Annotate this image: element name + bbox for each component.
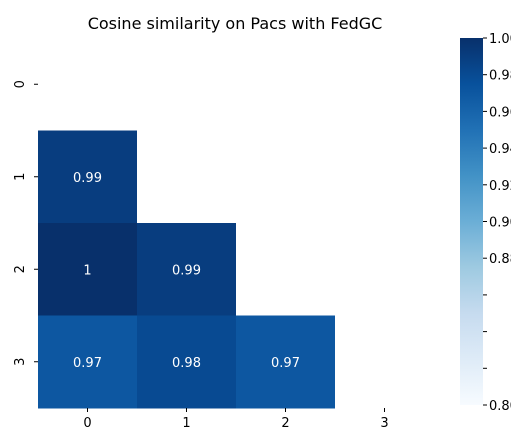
chart-title: Cosine similarity on Pacs with FedGC	[88, 14, 383, 33]
cell-value-label: 0.99	[73, 171, 102, 186]
colorbar-tick-label: 0.92	[489, 179, 511, 194]
cell-value-label: 0.99	[172, 263, 201, 278]
heatmap-cell-1-0	[38, 130, 137, 224]
colorbar-tick-label: 1.00	[489, 32, 511, 47]
heatmap-cell-3-1	[137, 315, 236, 409]
cell-value-label: 0.97	[271, 356, 300, 371]
colorbar-tick-label: 0.98	[489, 69, 511, 84]
colorbar-tick-label: 0.88	[489, 252, 511, 267]
heatmap-cell-2-0	[38, 223, 137, 316]
colorbar-tick-label: 0.96	[489, 105, 511, 120]
colorbar-tick-label: 0.80	[489, 399, 511, 414]
x-tick-label: 2	[281, 416, 289, 431]
y-tick-label: 2	[13, 265, 28, 273]
cell-value-label: 1	[83, 263, 91, 278]
colorbar-tick-label: 0.94	[489, 142, 511, 157]
heatmap-cell-3-2	[236, 315, 335, 409]
heatmap-cell-2-1	[137, 223, 236, 316]
x-tick-label: 0	[83, 416, 91, 431]
colorbar-tick-label: 0.90	[489, 216, 511, 231]
y-tick-label: 3	[13, 358, 28, 366]
y-tick-label: 0	[13, 80, 28, 88]
y-tick-label: 1	[13, 173, 28, 181]
heatmap-cell-3-0	[38, 315, 137, 409]
colorbar-gradient	[460, 38, 483, 405]
axis-ticks: 0 1 2 3 0 1 2 3	[13, 80, 389, 431]
cell-value-label: 0.98	[172, 356, 201, 371]
x-tick-label: 1	[182, 416, 190, 431]
colorbar: 0.80 0.88 0.90 0.92 0.94 0.96 0.98 1.00	[460, 32, 511, 414]
cell-value-label: 0.97	[73, 356, 102, 371]
heatmap-cells: 0.99 1 0.99 0.97 0.98 0.97	[38, 130, 335, 409]
x-tick-label: 3	[380, 416, 388, 431]
